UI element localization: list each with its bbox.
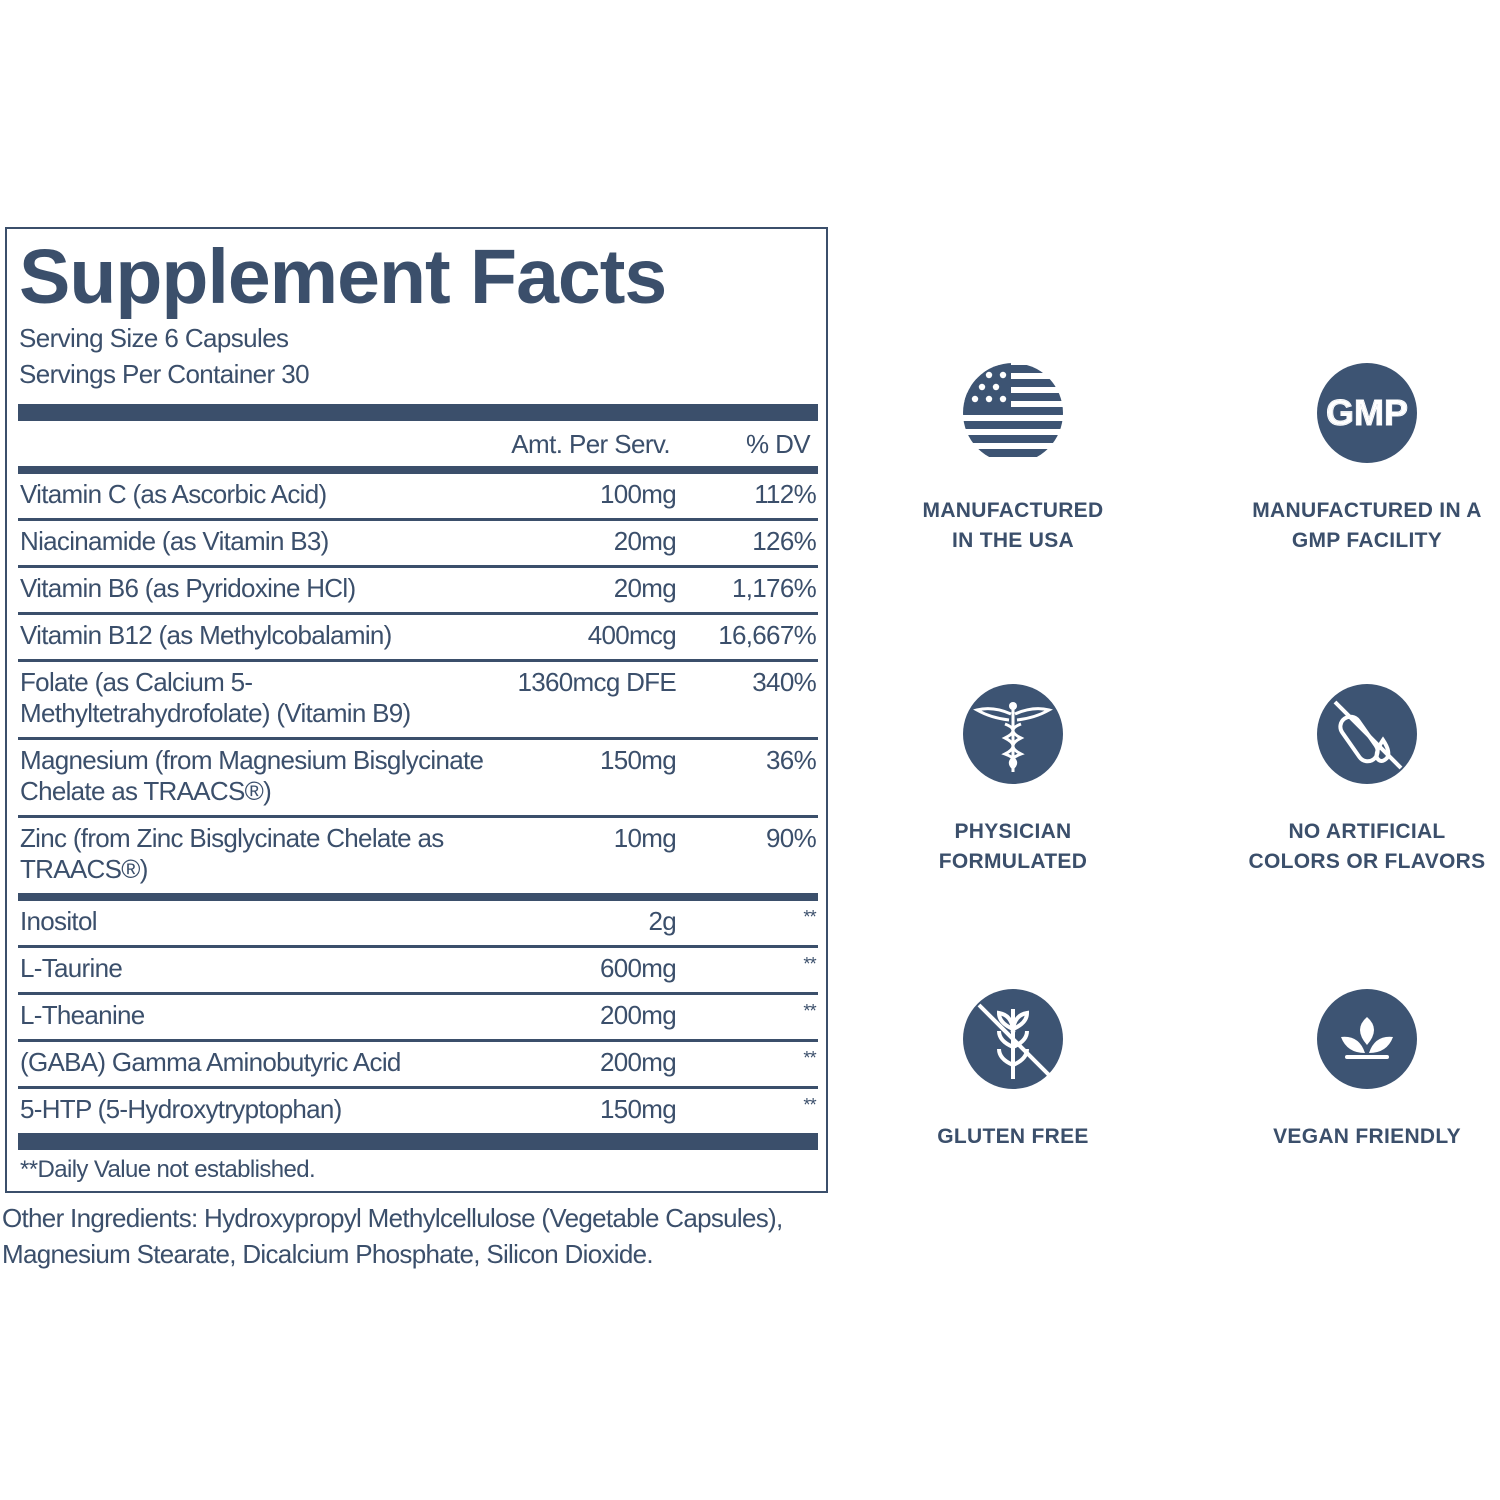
- nutrient-row: Magnesium (from Magnesium Bisglycinate C…: [18, 740, 818, 818]
- badge-icon: [963, 989, 1063, 1089]
- badge-label: MANUFACTURED IN THE USA: [843, 496, 1183, 556]
- badge-icon-text: GMP: [1326, 392, 1408, 433]
- divider: [18, 404, 818, 421]
- badge-label-line: VEGAN FRIENDLY: [1273, 1125, 1461, 1148]
- nutrient-amount: 150mg: [600, 1094, 677, 1124]
- badge: GMP GMP MANUFACTURED IN A GMP FACILITY: [1197, 362, 1500, 556]
- dv-header: % DV: [745, 429, 811, 459]
- nutrient-dv: 90%: [766, 823, 817, 853]
- badge-icon-text: GMP: [1326, 392, 1408, 433]
- servings-per-container: Servings Per Container 30: [19, 359, 310, 389]
- nutrient-row: (GABA) Gamma Aminobutyric Acid 200mg **: [18, 1042, 818, 1089]
- nutrient-row: L-Theanine 200mg **: [18, 995, 818, 1042]
- divider: [18, 466, 818, 474]
- nutrient-dv: **: [803, 954, 816, 974]
- nutrient-amount: 2g: [648, 906, 676, 936]
- nutrient-row: Vitamin C (as Ascorbic Acid) 100mg 112%: [18, 474, 818, 521]
- badge: PHYSICIAN FORMULATED: [843, 683, 1183, 877]
- badge-icon: [1317, 684, 1417, 784]
- facts-table: Amt. Per Serv. % DV Vitamin C (as Ascorbic…: [18, 404, 818, 1190]
- nutrient-name: Vitamin B6 (as Pyridoxine HCl): [20, 573, 356, 603]
- badge-label: GLUTEN FREE: [843, 1122, 1183, 1152]
- badge-icon: [1317, 989, 1417, 1089]
- nutrient-amount: 200mg: [600, 1000, 677, 1030]
- badge-icon: [963, 684, 1063, 784]
- nutrient-row: Folate (as Calcium 5-Methyltetrahydrofol…: [18, 662, 818, 740]
- badge-label: MANUFACTURED IN A GMP FACILITY: [1197, 496, 1500, 556]
- nutrient-name: 5-HTP (5-Hydroxytryptophan): [20, 1094, 342, 1124]
- amount-header: Amt. Per Serv.: [511, 429, 670, 459]
- nutrient-amount: 600mg: [600, 953, 677, 983]
- badge: GLUTEN FREE: [843, 988, 1183, 1152]
- badge-label-line: MANUFACTURED IN A: [1252, 499, 1482, 522]
- nutrient-name: Vitamin B12 (as Methylcobalamin): [20, 620, 392, 650]
- badge-label-line: COLORS OR FLAVORS: [1248, 850, 1486, 873]
- nutrient-name: Folate (as Calcium 5-Methyltetrahydrofol…: [20, 667, 411, 728]
- nutrient-amount: 10mg: [613, 823, 677, 853]
- serving-size: Serving Size 6 Capsules: [19, 323, 289, 353]
- badge-label-line: GLUTEN FREE: [937, 1125, 1089, 1148]
- nutrient-name: Magnesium (from Magnesium Bisglycinate C…: [20, 745, 484, 806]
- nutrient-amount: 100mg: [600, 479, 677, 509]
- badge: VEGAN FRIENDLY: [1197, 988, 1500, 1152]
- nutrient-dv: 16,667%: [718, 620, 816, 650]
- divider: [18, 1133, 818, 1150]
- nutrient-name: L-Theanine: [20, 1000, 145, 1030]
- nutrient-row: Niacinamide (as Vitamin B3) 20mg 126%: [18, 521, 818, 568]
- nutrient-dv: 126%: [752, 526, 816, 556]
- nutrient-dv: **: [803, 907, 816, 927]
- nutrient-row: Zinc (from Zinc Bisglycinate Chelate as …: [18, 818, 818, 893]
- nutrient-dv: 1,176%: [732, 573, 817, 603]
- badge-label-line: FORMULATED: [938, 850, 1088, 873]
- nutrient-amount: 20mg: [613, 526, 677, 556]
- nutrient-dv: 112%: [754, 479, 816, 509]
- nutrient-name: Zinc (from Zinc Bisglycinate Chelate as …: [20, 823, 444, 884]
- badge-icon: [963, 363, 1063, 463]
- badge-label-line: MANUFACTURED: [922, 499, 1104, 522]
- nutrient-amount: 200mg: [600, 1047, 677, 1077]
- nutrient-amount: 20mg: [613, 573, 677, 603]
- nutrient-amount: 400mcg: [587, 620, 677, 650]
- badge-label-line: NO ARTIFICIAL: [1288, 820, 1446, 843]
- badge-label-line: PHYSICIAN: [954, 820, 1072, 843]
- nutrient-row: 5-HTP (5-Hydroxytryptophan) 150mg **: [18, 1089, 818, 1133]
- footnote: **Daily Value not established.: [20, 1156, 316, 1183]
- supplement-facts-panel: Supplement Facts Serving Size 6 Capsules…: [5, 227, 828, 1193]
- divider: [18, 893, 818, 901]
- column-header: Amt. Per Serv. % DV: [18, 421, 818, 466]
- nutrient-dv: **: [803, 1095, 816, 1115]
- nutrient-name: Vitamin C (as Ascorbic Acid): [20, 479, 327, 509]
- nutrient-dv: **: [803, 1048, 816, 1068]
- badge-label: PHYSICIAN FORMULATED: [843, 817, 1183, 877]
- nutrient-amount: 150mg: [600, 745, 677, 775]
- badge-label-line: GMP FACILITY: [1291, 529, 1443, 552]
- nutrient-dv: 340%: [752, 667, 816, 697]
- nutrient-amount: 1360mcg DFE: [517, 667, 677, 697]
- panel-title: Supplement Facts: [19, 234, 667, 320]
- badge: NO ARTIFICIAL COLORS OR FLAVORS: [1197, 683, 1500, 877]
- nutrient-name: Inositol: [20, 906, 97, 936]
- nutrient-name: (GABA) Gamma Aminobutyric Acid: [20, 1047, 401, 1077]
- other-ingredients: Other Ingredients: Hydroxypropyl Methylc…: [2, 1203, 783, 1269]
- nutrient-row: Vitamin B6 (as Pyridoxine HCl) 20mg 1,176%: [18, 568, 818, 615]
- nutrient-name: L-Taurine: [20, 953, 123, 983]
- nutrient-row: Vitamin B12 (as Methylcobalamin) 400mcg 16…: [18, 615, 818, 662]
- nutrient-dv: 36%: [766, 745, 817, 775]
- nutrient-row: Inositol 2g **: [18, 901, 818, 948]
- nutrient-dv: **: [803, 1001, 816, 1021]
- nutrient-row: L-Taurine 600mg **: [18, 948, 818, 995]
- badge-label: VEGAN FRIENDLY: [1197, 1122, 1500, 1152]
- nutrient-name: Niacinamide (as Vitamin B3): [20, 526, 329, 556]
- badge-label-line: IN THE USA: [951, 529, 1074, 552]
- badge: MANUFACTURED IN THE USA: [843, 362, 1183, 556]
- badge-label: NO ARTIFICIAL COLORS OR FLAVORS: [1197, 817, 1500, 877]
